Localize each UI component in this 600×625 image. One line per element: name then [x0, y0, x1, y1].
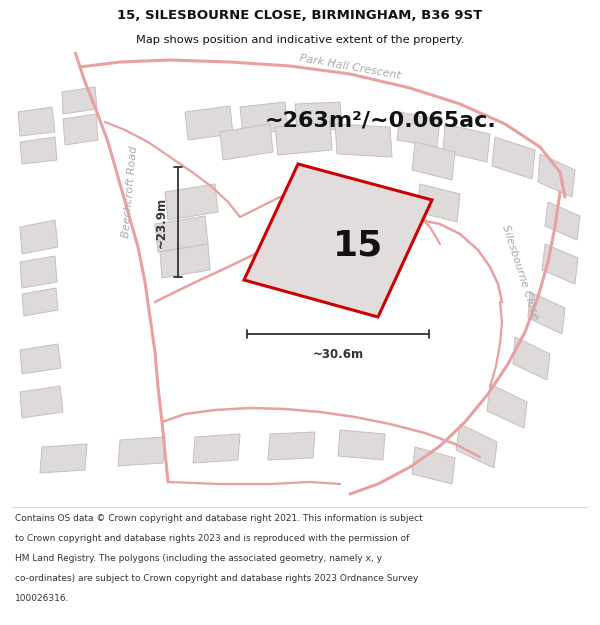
- Polygon shape: [412, 142, 455, 180]
- Text: Silesbourne Close: Silesbourne Close: [500, 223, 540, 321]
- Polygon shape: [244, 164, 432, 317]
- Polygon shape: [492, 137, 535, 179]
- Polygon shape: [220, 124, 273, 160]
- Text: ~23.9m: ~23.9m: [155, 196, 168, 248]
- Polygon shape: [118, 437, 165, 466]
- Polygon shape: [528, 292, 565, 334]
- Polygon shape: [185, 106, 233, 140]
- Polygon shape: [335, 124, 392, 157]
- Polygon shape: [456, 424, 497, 468]
- Polygon shape: [165, 184, 218, 220]
- Text: Map shows position and indicative extent of the property.: Map shows position and indicative extent…: [136, 36, 464, 46]
- Polygon shape: [338, 430, 385, 460]
- Polygon shape: [62, 87, 97, 114]
- Polygon shape: [40, 444, 87, 473]
- Text: Beechcroft Road: Beechcroft Road: [121, 146, 139, 238]
- Polygon shape: [538, 154, 575, 197]
- Polygon shape: [20, 344, 61, 374]
- Polygon shape: [155, 216, 208, 252]
- Polygon shape: [18, 107, 55, 136]
- Polygon shape: [20, 137, 57, 164]
- Text: Contains OS data © Crown copyright and database right 2021. This information is : Contains OS data © Crown copyright and d…: [15, 514, 423, 523]
- Polygon shape: [160, 244, 210, 278]
- Polygon shape: [20, 256, 57, 288]
- Text: ~30.6m: ~30.6m: [313, 348, 364, 361]
- Polygon shape: [412, 447, 455, 484]
- Text: 15: 15: [333, 228, 383, 262]
- Polygon shape: [20, 386, 63, 418]
- Polygon shape: [295, 102, 342, 132]
- Text: to Crown copyright and database rights 2023 and is reproduced with the permissio: to Crown copyright and database rights 2…: [15, 534, 409, 543]
- Text: Park Hall Crescent: Park Hall Crescent: [299, 53, 401, 81]
- Polygon shape: [63, 114, 98, 145]
- Polygon shape: [443, 124, 490, 162]
- Text: HM Land Registry. The polygons (including the associated geometry, namely x, y: HM Land Registry. The polygons (includin…: [15, 554, 382, 563]
- Polygon shape: [417, 184, 460, 222]
- Text: co-ordinates) are subject to Crown copyright and database rights 2023 Ordnance S: co-ordinates) are subject to Crown copyr…: [15, 574, 418, 584]
- Text: 15, SILESBOURNE CLOSE, BIRMINGHAM, B36 9ST: 15, SILESBOURNE CLOSE, BIRMINGHAM, B36 9…: [118, 9, 482, 22]
- Polygon shape: [513, 337, 550, 380]
- Polygon shape: [397, 112, 440, 147]
- Polygon shape: [275, 122, 332, 155]
- Polygon shape: [487, 384, 527, 428]
- Polygon shape: [268, 432, 315, 460]
- Polygon shape: [545, 202, 580, 240]
- Polygon shape: [20, 220, 58, 254]
- Text: 100026316.: 100026316.: [15, 594, 70, 604]
- Polygon shape: [240, 102, 288, 135]
- Text: ~263m²/~0.065ac.: ~263m²/~0.065ac.: [265, 110, 497, 130]
- Polygon shape: [542, 244, 578, 284]
- Polygon shape: [22, 288, 58, 316]
- Polygon shape: [193, 434, 240, 463]
